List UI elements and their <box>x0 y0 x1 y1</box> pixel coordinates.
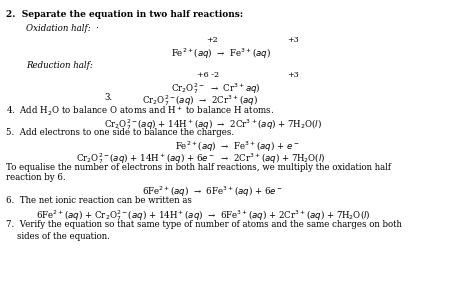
Text: sides of the equation.: sides of the equation. <box>6 232 109 241</box>
Text: Fe$^{2+}$($aq$)  →  Fe$^{3+}$($aq$) + $e^-$: Fe$^{2+}$($aq$) → Fe$^{3+}$($aq$) + $e^-… <box>175 140 300 154</box>
Text: 6.  The net ionic reaction can be written as: 6. The net ionic reaction can be written… <box>6 196 191 205</box>
Text: +3: +3 <box>287 71 299 79</box>
Text: 7.  Verify the equation so that same type of number of atoms and the same charge: 7. Verify the equation so that same type… <box>6 220 401 229</box>
Text: Cr$_2$O$_7^{2-}$  →  Cr$^{3+}$$aq$): Cr$_2$O$_7^{2-}$ → Cr$^{3+}$$aq$) <box>171 81 260 96</box>
Text: To equalise the number of electrons in both half reactions, we multiply the oxid: To equalise the number of electrons in b… <box>6 163 391 172</box>
Text: 6Fe$^{2+}$($aq$)  →  6Fe$^{3+}$($aq$) + 6$e^-$: 6Fe$^{2+}$($aq$) → 6Fe$^{3+}$($aq$) + 6$… <box>142 185 283 199</box>
Text: Oxidation half:  ·: Oxidation half: · <box>26 24 99 33</box>
Text: Cr$_2$O$_7^{2-}$($aq$) + 14H$^+$($aq$) + 6$e^-$  →  2Cr$^{3+}$($aq$) + 7H$_2$O($: Cr$_2$O$_7^{2-}$($aq$) + 14H$^+$($aq$) +… <box>76 151 325 166</box>
Text: 2.  Separate the equation in two half reactions:: 2. Separate the equation in two half rea… <box>6 10 243 19</box>
Text: 6Fe$^{2+}$($aq$) + Cr$_2$O$_7^{2-}$($aq$) + 14H$^+$($aq$)  →  6Fe$^{3+}$($aq$) +: 6Fe$^{2+}$($aq$) + Cr$_2$O$_7^{2-}$($aq$… <box>36 208 370 223</box>
Text: +2: +2 <box>206 36 218 44</box>
Text: 3.: 3. <box>104 93 112 102</box>
Text: Reduction half:: Reduction half: <box>26 61 93 70</box>
Text: Fe$^{2+}$($aq$)  →  Fe$^{3+}$($aq$): Fe$^{2+}$($aq$) → Fe$^{3+}$($aq$) <box>171 47 271 61</box>
Text: Cr$_2$O$_7^{2-}$($aq$) + 14H$^+$($aq$)  →  2Cr$^{3+}$($aq$) + 7H$_2$O($l$): Cr$_2$O$_7^{2-}$($aq$) + 14H$^+$($aq$) →… <box>104 117 322 132</box>
Text: reaction by 6.: reaction by 6. <box>6 173 65 182</box>
Text: 5.  Add electrons to one side to balance the charges.: 5. Add electrons to one side to balance … <box>6 128 234 137</box>
Text: Cr$_2$O$_7^{2-}$($aq$)  →  2Cr$^{3+}$($aq$): Cr$_2$O$_7^{2-}$($aq$) → 2Cr$^{3+}$($aq$… <box>142 93 258 108</box>
Text: +6 -2: +6 -2 <box>197 71 219 79</box>
Text: 4.  Add H$_2$O to balance O atoms and H$^+$ to balance H atoms.: 4. Add H$_2$O to balance O atoms and H$^… <box>6 105 274 118</box>
Text: +3: +3 <box>287 36 299 44</box>
